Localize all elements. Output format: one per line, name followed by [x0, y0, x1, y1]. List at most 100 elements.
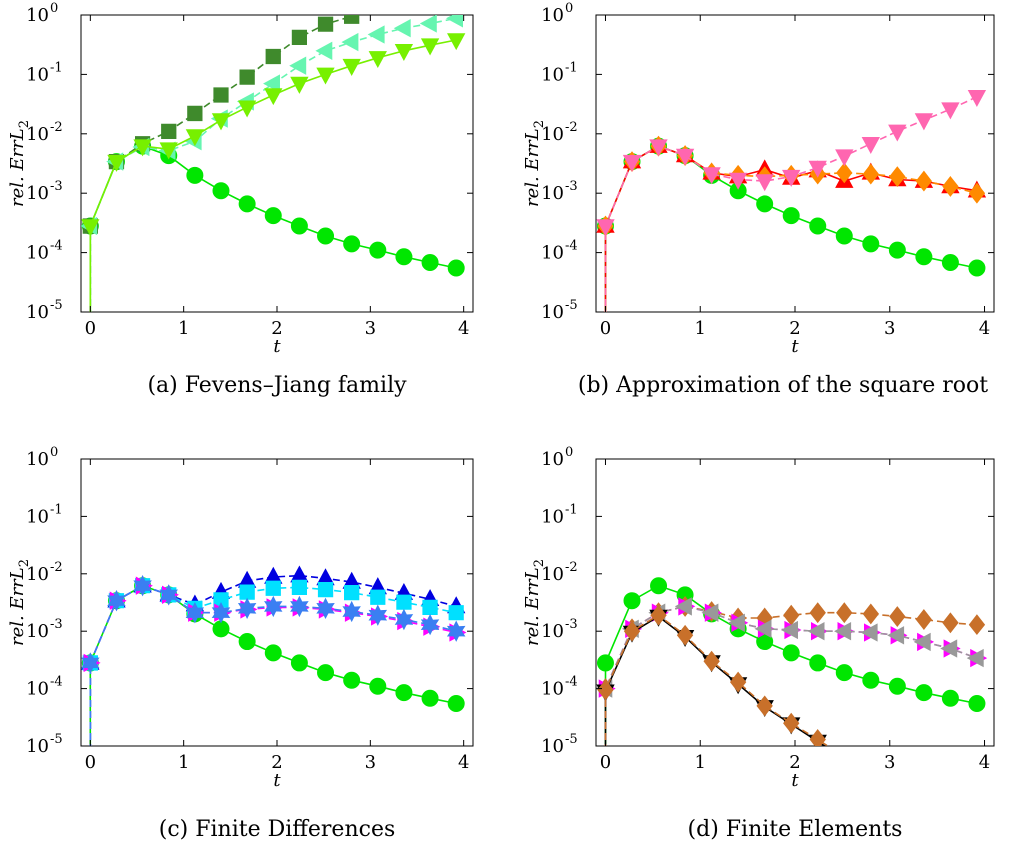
data-point	[159, 142, 178, 160]
y-tick-exponent: -1	[50, 502, 63, 517]
data-point	[809, 602, 826, 624]
y-tick-exponent: -2	[565, 120, 578, 135]
data-point	[445, 15, 463, 28]
x-tick-label: 2	[789, 318, 800, 339]
data-point	[888, 241, 906, 259]
y-tick-exponent: -5	[565, 732, 578, 747]
data-point	[239, 69, 255, 85]
y-axis-label: rel. ErrL2	[522, 120, 547, 207]
data-point	[807, 622, 825, 641]
x-tick-label: 4	[458, 318, 469, 339]
y-tick-label: 10	[26, 736, 49, 757]
y-axis-label: rel. ErrL2	[7, 120, 32, 207]
data-point	[782, 169, 801, 187]
data-point	[265, 580, 281, 596]
x-axis-label: t	[791, 336, 799, 357]
data-point	[809, 654, 827, 672]
data-point	[942, 176, 959, 197]
data-point	[369, 677, 387, 695]
data-point	[238, 195, 256, 213]
data-point	[291, 29, 307, 45]
x-tick-label: 0	[600, 752, 611, 773]
data-point	[316, 67, 335, 85]
data-point	[447, 33, 466, 51]
data-point	[596, 654, 614, 672]
x-tick-label: 2	[271, 318, 282, 339]
y-tick-label: 10	[541, 679, 564, 700]
y-tick-label: 10	[26, 679, 49, 700]
data-point	[369, 241, 387, 259]
data-point	[161, 123, 177, 139]
data-point	[289, 56, 307, 75]
series-line	[604, 605, 978, 746]
data-point	[421, 254, 439, 272]
data-point	[317, 227, 335, 245]
data-point	[393, 19, 411, 38]
data-point	[889, 166, 906, 188]
data-point	[264, 88, 283, 106]
caption-a: (a) Fevens–Jiang family	[147, 373, 407, 398]
x-tick-label: 0	[85, 318, 96, 339]
data-point	[650, 577, 668, 595]
y-tick-exponent: -2	[50, 560, 63, 575]
data-point	[290, 595, 309, 618]
data-point	[808, 160, 827, 178]
data-point	[315, 41, 333, 60]
data-point	[368, 51, 387, 69]
data-point	[185, 602, 205, 624]
data-point	[674, 597, 692, 616]
data-point	[941, 254, 959, 272]
data-point	[940, 639, 958, 658]
data-point	[159, 584, 178, 606]
data-point	[446, 620, 466, 642]
y-tick-label: 10	[541, 621, 564, 642]
data-point	[291, 579, 307, 595]
data-point	[835, 149, 854, 167]
data-point	[133, 574, 152, 597]
data-point	[913, 632, 931, 652]
x-tick-label: 3	[884, 318, 895, 339]
y-tick-label: 10	[541, 243, 564, 264]
y-tick-exponent: -2	[50, 120, 63, 135]
data-point	[343, 235, 361, 253]
data-point	[596, 219, 615, 237]
y-tick-label: 10	[26, 183, 49, 204]
data-point	[942, 612, 959, 634]
data-point	[237, 100, 257, 118]
x-tick-label: 2	[789, 752, 800, 773]
data-point	[862, 603, 880, 625]
data-point	[727, 613, 745, 632]
caption-b: (b) Approximation of the square root	[577, 373, 989, 398]
x-tick-label: 1	[178, 318, 189, 339]
y-tick-label: 10	[541, 64, 564, 85]
data-point	[968, 695, 986, 713]
y-tick-exponent: 0	[565, 445, 573, 460]
data-point	[782, 207, 800, 225]
y-tick-exponent: -4	[50, 675, 63, 690]
data-point	[860, 623, 878, 642]
data-point	[394, 608, 414, 631]
y-tick-label: 10	[26, 5, 49, 26]
x-tick-label: 0	[85, 752, 96, 773]
y-tick-exponent: -3	[565, 179, 578, 194]
data-point	[756, 195, 774, 213]
data-point	[861, 137, 880, 154]
x-tick-label: 4	[979, 318, 990, 339]
y-tick-exponent: -5	[565, 298, 578, 313]
data-point	[915, 684, 933, 702]
data-point	[265, 48, 281, 65]
data-point	[756, 695, 773, 717]
data-point	[290, 76, 309, 94]
data-point	[915, 248, 933, 266]
data-point	[317, 582, 334, 598]
data-point	[836, 752, 853, 768]
data-point	[862, 163, 880, 185]
data-point	[342, 58, 361, 76]
data-point	[650, 604, 667, 626]
x-tick-label: 1	[178, 752, 189, 773]
data-point	[368, 604, 388, 626]
data-point	[421, 689, 439, 707]
